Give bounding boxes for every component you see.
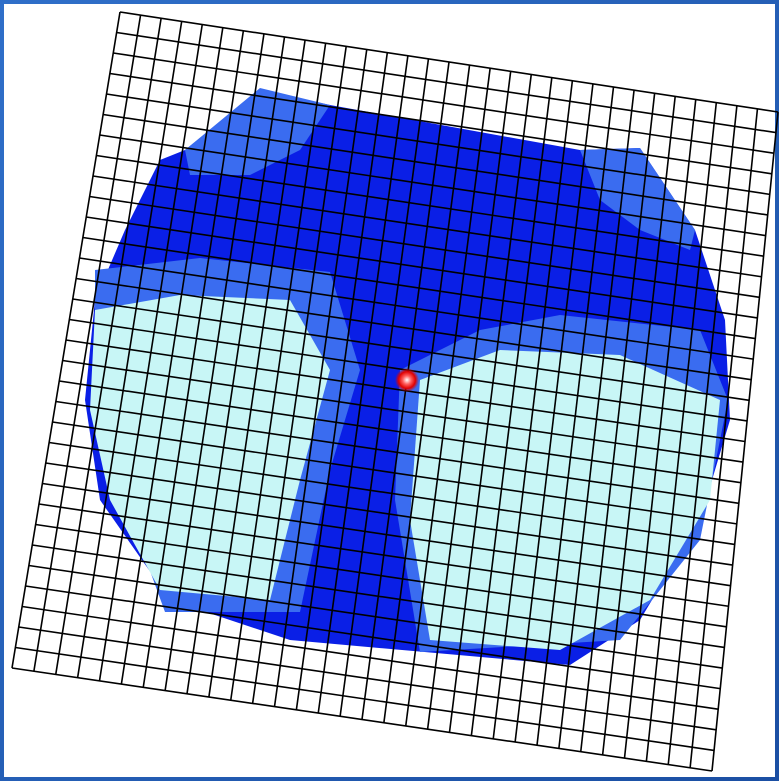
mesh-image bbox=[0, 0, 779, 781]
page: (() => { const data = JSON.parse(documen… bbox=[0, 0, 779, 781]
marker bbox=[395, 368, 419, 392]
